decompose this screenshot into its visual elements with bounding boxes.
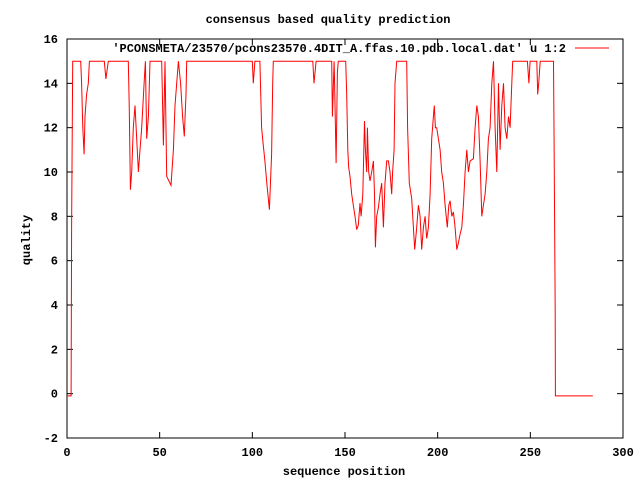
y-tick-label: 0 xyxy=(51,388,58,402)
y-tick-label: 14 xyxy=(44,77,58,91)
y-tick-label: 2 xyxy=(51,343,58,357)
chart-title: consensus based quality prediction xyxy=(206,13,451,27)
y-tick-label: 8 xyxy=(51,210,58,224)
x-tick-label: 250 xyxy=(520,446,542,460)
y-tick-label: 12 xyxy=(44,122,58,136)
legend-label: 'PCONSMETA/23570/pcons23570.4DIT_A.ffas.… xyxy=(112,42,566,56)
x-axis: 0 50 100 150 200 250 300 xyxy=(63,39,634,460)
y-tick-label: -2 xyxy=(44,432,58,446)
plot-frame xyxy=(66,38,624,439)
y-tick-label: 6 xyxy=(51,255,58,269)
y-axis-label: quality xyxy=(20,215,34,265)
x-tick-label: 50 xyxy=(152,446,166,460)
y-tick-label: 4 xyxy=(51,299,58,313)
x-tick-label: 0 xyxy=(63,446,70,460)
y-tick-label: 10 xyxy=(44,166,58,180)
y-tick-label: 16 xyxy=(44,33,58,47)
x-tick-label: 150 xyxy=(334,446,356,460)
x-tick-label: 300 xyxy=(612,446,634,460)
x-axis-label: sequence position xyxy=(283,465,405,479)
series-line-quality xyxy=(67,60,593,397)
x-tick-label: 200 xyxy=(427,446,449,460)
x-tick-label: 100 xyxy=(242,446,264,460)
y-axis: -2 0 2 4 6 8 10 12 14 16 xyxy=(44,33,623,446)
